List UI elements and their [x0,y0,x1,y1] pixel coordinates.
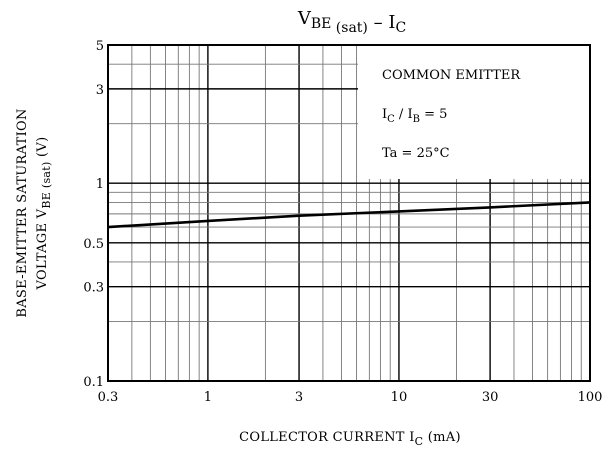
x-axis-label: COLLECTOR CURRENT IC (mA) [239,430,461,448]
label-part: (sat) [331,20,368,36]
label-part: (mA) [423,430,461,445]
x-tick-label: 0.3 [98,390,119,405]
y-axis-label-line1: BASE-EMITTER SATURATION [15,108,30,317]
y-tick-labels: 0.1 0.3 0.5 1 3 5 [83,39,104,390]
x-tick-label: 1 [204,390,212,405]
y-axis-label-line2: VOLTAGE VBE (sat) (V) [35,137,53,291]
y-tick-label: 0.5 [83,237,104,252]
y-tick-label: 5 [96,39,104,54]
annotation-box [358,46,590,179]
label-part: BE [311,16,332,32]
x-tick-label: 30 [482,390,499,405]
series-layer [107,201,591,229]
label-part: BE (sat) [40,161,53,208]
annotation-line: IC / IB = 5 [382,107,447,125]
y-tick-label: 0.1 [83,375,104,390]
y-tick-label: 1 [96,177,104,192]
x-tick-label: 10 [391,390,408,405]
y-tick-label: 0.3 [83,281,104,296]
label-part: = 5 [420,107,447,122]
label-part: I [382,107,387,122]
label-part: COMMON EMITTER [382,68,521,83]
vbe-sat-curve [107,201,591,229]
label-part: – I [368,12,396,33]
y-tick-label: 3 [96,83,104,98]
label-part: C [415,435,424,448]
x-tick-label: 3 [295,390,303,405]
label-part: V [297,8,312,29]
annotation-line: Ta = 25°C [382,146,450,161]
plot-frame [107,44,591,382]
label-part: C [387,114,395,125]
label-part: COLLECTOR CURRENT I [239,430,415,445]
label-part: (V) [35,137,50,162]
annotations: COMMON EMITTER IC / IB = 5 Ta = 25°C [382,68,521,161]
x-tick-labels: 0.3 1 3 10 30 100 [98,390,603,405]
label-part: Ta = 25°C [382,146,450,161]
label-part: / I [395,107,413,122]
chart-title: VBE (sat) – IC [297,8,406,36]
annotation-line: COMMON EMITTER [382,68,521,83]
label-part: B [413,114,420,125]
label-part: VOLTAGE V [35,208,50,290]
label-part: C [395,20,406,36]
x-tick-label: 100 [578,390,603,405]
